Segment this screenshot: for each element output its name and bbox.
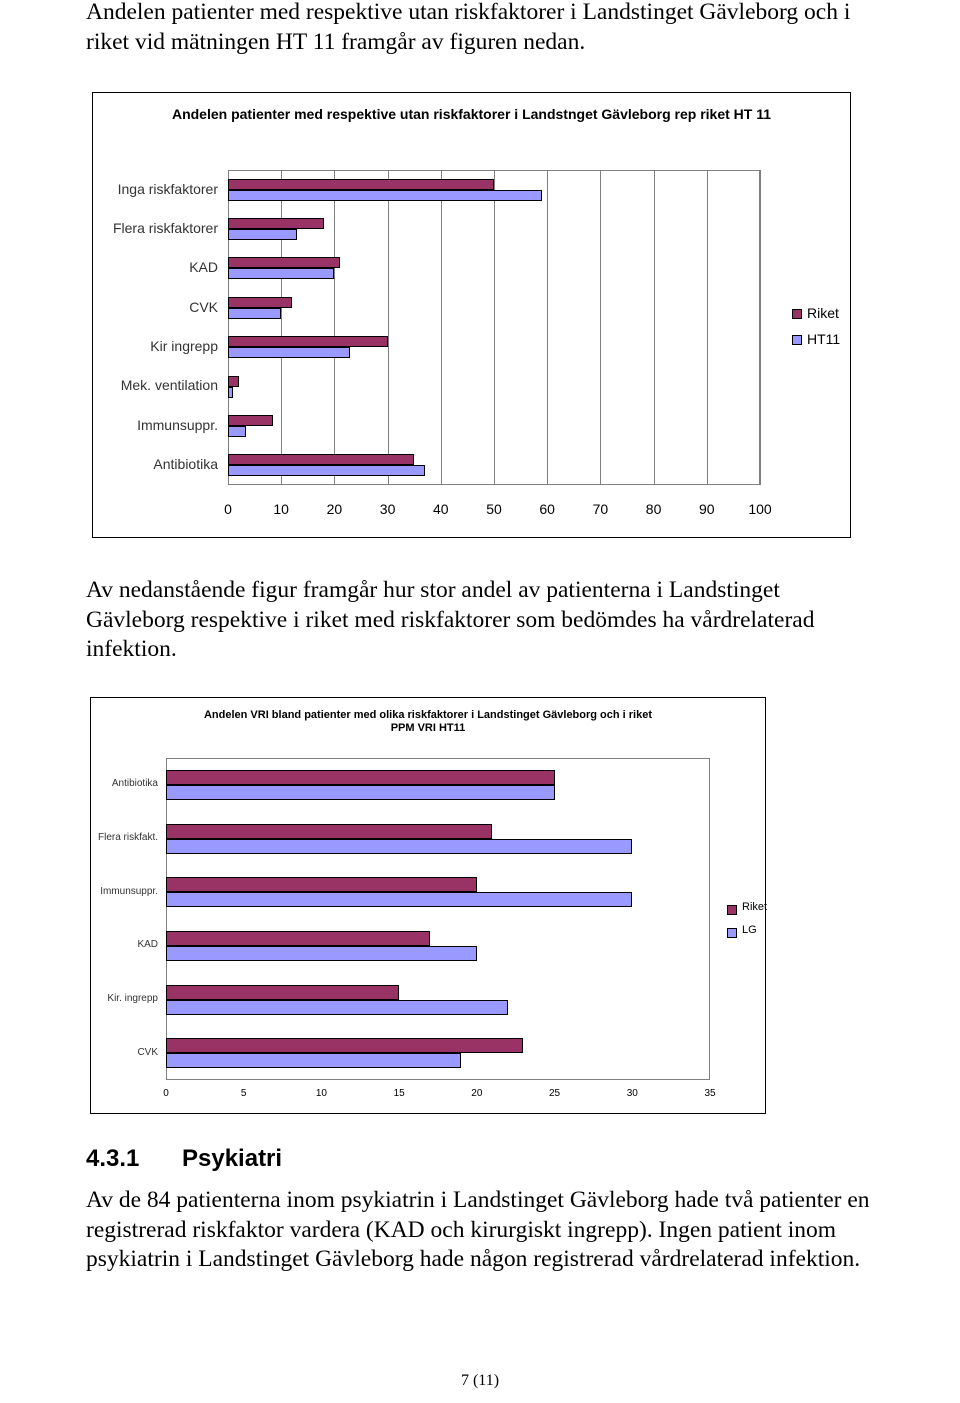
bar [166, 784, 555, 800]
grid-line [547, 170, 549, 485]
legend-label: Riket [742, 901, 768, 913]
paragraph: Av de 84 patienterna inom psykiatrin i L… [86, 1187, 870, 1272]
bar [228, 307, 282, 319]
y-tick-label: CVK [189, 298, 218, 315]
x-tick-label: 90 [699, 501, 715, 517]
grid-line [228, 170, 229, 485]
bar [228, 425, 247, 437]
legend-label: HT11 [807, 331, 841, 347]
y-tick-label: KAD [137, 939, 158, 951]
x-tick-label: 10 [273, 501, 289, 517]
chart-title: Andelen patienter med respektive utan ri… [171, 106, 772, 122]
y-tick-label: Immunsuppr. [137, 416, 218, 433]
grid-line [653, 170, 655, 485]
bar [228, 257, 340, 269]
bar [166, 1053, 462, 1069]
paragraph: Av nedanstående figur framgår hur stor a… [86, 577, 815, 662]
bar [166, 769, 555, 785]
plot-area [166, 758, 710, 1080]
legend-swatch [727, 928, 737, 938]
grid-line [281, 170, 283, 485]
x-tick-label: 40 [433, 501, 449, 517]
bar [228, 229, 298, 241]
y-tick-label: Kir. ingrepp [107, 993, 158, 1004]
bar [228, 375, 239, 387]
bar [166, 984, 400, 1000]
chart-frame [90, 697, 766, 1114]
bar [166, 999, 508, 1015]
x-tick-label: 100 [748, 501, 772, 517]
y-tick-label: Immunsuppr. [100, 885, 158, 897]
bar [166, 930, 431, 946]
bar [228, 465, 425, 477]
x-tick-label: 20 [326, 501, 343, 517]
bar [166, 892, 633, 908]
bar [228, 386, 234, 398]
grid-line [760, 170, 761, 485]
bar [166, 945, 477, 961]
x-tick-label: 20 [471, 1088, 483, 1099]
x-tick-label: 80 [645, 501, 662, 517]
grid-line [440, 170, 442, 485]
x-tick-label: 70 [592, 501, 609, 517]
chart-subtitle: PPM VRI HT11 [390, 722, 466, 735]
legend-label: LG [742, 924, 757, 936]
heading-text: Psykiatri [182, 1145, 283, 1172]
bar [228, 178, 494, 190]
x-tick-label: 5 [240, 1088, 247, 1099]
x-tick-label: 35 [704, 1088, 716, 1099]
x-tick-label: 0 [163, 1088, 169, 1099]
chart-title: Andelen VRI bland patienter med olika ri… [203, 709, 653, 721]
heading-number: 4.3.1 [86, 1145, 140, 1172]
bar [228, 414, 274, 426]
bar [228, 218, 324, 230]
y-tick-label: Flera riskfaktorer [112, 219, 218, 236]
x-tick-label: 50 [486, 501, 502, 517]
y-tick-label: Inga riskfaktorer [117, 180, 218, 197]
y-tick-label: Kir ingrepp [150, 338, 218, 355]
legend-label: Riket [807, 305, 839, 321]
legend-swatch [727, 905, 737, 915]
bar [166, 823, 493, 839]
bar [228, 296, 292, 308]
x-tick-label: 30 [379, 501, 396, 517]
bar [228, 336, 388, 348]
legend-swatch [792, 309, 802, 319]
bar [228, 189, 542, 201]
x-tick-label: 30 [626, 1088, 638, 1099]
paragraph: Andelen patienter med respektive utan ri… [86, 0, 851, 55]
bar [228, 347, 351, 359]
legend-swatch [792, 335, 802, 345]
x-tick-label: 60 [539, 501, 555, 517]
x-tick-label: 10 [315, 1088, 327, 1099]
grid-line [387, 170, 389, 485]
bar [166, 877, 477, 893]
x-tick-label: 25 [549, 1088, 561, 1099]
grid-line [494, 170, 495, 485]
bar [228, 454, 415, 466]
chart-frame [92, 92, 851, 538]
y-tick-label: Mek. ventilation [120, 377, 218, 394]
grid-line [600, 170, 602, 485]
x-tick-label: 15 [393, 1088, 405, 1099]
grid-line [706, 170, 708, 485]
page-number: 7 (11) [460, 1372, 500, 1389]
y-tick-label: KAD [189, 259, 218, 276]
y-tick-label: Flera riskfakt. [97, 832, 158, 843]
x-tick-label: 0 [224, 501, 232, 517]
bar [228, 268, 335, 280]
bar [166, 1038, 524, 1054]
bar [166, 838, 633, 854]
grid-line [334, 170, 336, 485]
y-tick-label: Antibiotika [153, 456, 218, 473]
y-tick-label: Antibiotika [111, 778, 158, 790]
y-tick-label: CVK [137, 1046, 158, 1058]
